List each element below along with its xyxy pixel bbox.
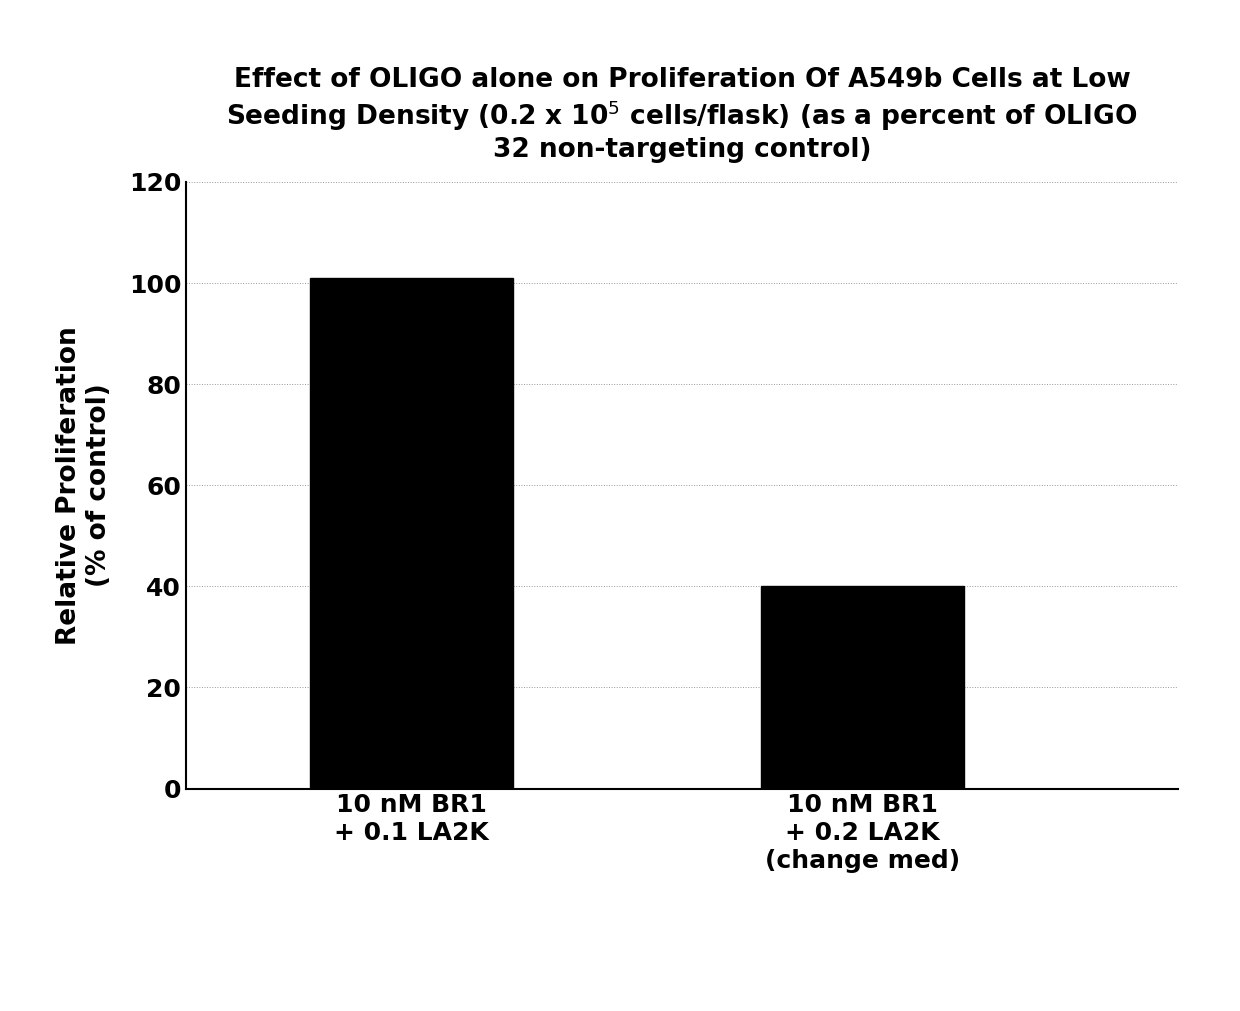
Y-axis label: Relative Proliferation
(% of control): Relative Proliferation (% of control) bbox=[56, 326, 112, 645]
Title: Effect of OLIGO alone on Proliferation Of A549b Cells at Low
Seeding Density (0.: Effect of OLIGO alone on Proliferation O… bbox=[227, 67, 1137, 163]
Bar bbox=[310, 278, 513, 789]
Bar bbox=[761, 586, 963, 789]
